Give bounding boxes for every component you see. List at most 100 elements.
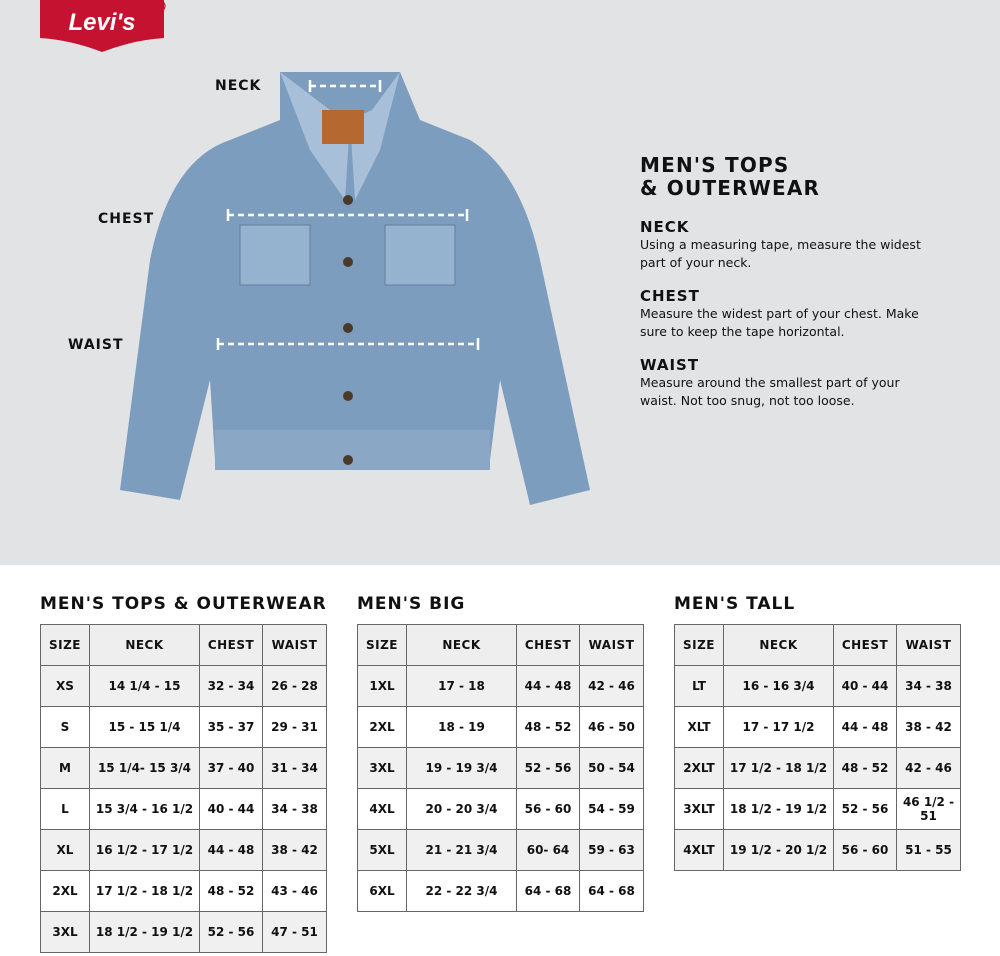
- column-header: CHEST: [516, 624, 580, 666]
- table-row: M 15 1/4- 15 3/4 37 - 40 31 - 34: [40, 747, 327, 789]
- table-cell: XS: [40, 665, 90, 707]
- table-cell: 34 - 38: [262, 788, 327, 830]
- table-cell: 46 - 50: [579, 706, 644, 748]
- table-cell: 38 - 42: [262, 829, 327, 871]
- table-big: MEN'S BIG SIZE NECK CHEST WAIST 1XL 17 - 18 44 …: [357, 594, 644, 912]
- table-cell: 2XLT: [674, 747, 724, 789]
- chest-label: CHEST: [98, 211, 155, 227]
- table-cell: 64 - 68: [579, 870, 644, 912]
- table-cell: 35 - 37: [199, 706, 263, 748]
- table-title: MEN'S BIG: [357, 594, 466, 614]
- table-row: 2XLT 17 1/2 - 18 1/2 48 - 52 42 - 46: [674, 747, 961, 789]
- table-row: 2XL 18 - 19 48 - 52 46 - 50: [357, 706, 644, 748]
- table-cell: 3XL: [357, 747, 407, 789]
- table-cell: 47 - 51: [262, 911, 327, 953]
- table-cell: 64 - 68: [516, 870, 580, 912]
- chest-heading: CHEST: [640, 287, 700, 305]
- table-cell: 40 - 44: [199, 788, 263, 830]
- table-cell: 20 - 20 3/4: [406, 788, 517, 830]
- table-cell: 60- 64: [516, 829, 580, 871]
- table-row: S 15 - 15 1/4 35 - 37 29 - 31: [40, 706, 327, 748]
- table-cell: XL: [40, 829, 90, 871]
- column-header: NECK: [89, 624, 200, 666]
- table-cell: 56 - 60: [516, 788, 580, 830]
- table-cell: 48 - 52: [833, 747, 897, 789]
- table-cell: 37 - 40: [199, 747, 263, 789]
- table-cell: 48 - 52: [516, 706, 580, 748]
- column-header: CHEST: [199, 624, 263, 666]
- neck-text: Using a measuring tape, measure the wide…: [640, 237, 921, 270]
- table-cell: 32 - 34: [199, 665, 263, 707]
- table-cell: 15 - 15 1/4: [89, 706, 200, 748]
- table-cell: 18 1/2 - 19 1/2: [89, 911, 200, 953]
- table-cell: 31 - 34: [262, 747, 327, 789]
- header-row: SIZE NECK CHEST WAIST: [674, 624, 961, 666]
- table-row: 4XL 20 - 20 3/4 56 - 60 54 - 59: [357, 788, 644, 830]
- table-cell: 46 1/2 - 51: [896, 788, 961, 830]
- table-cell: 54 - 59: [579, 788, 644, 830]
- size-table: SIZE NECK CHEST WAIST 1XL 17 - 18 44 - 48 42 - …: [357, 624, 644, 912]
- table-cell: 34 - 38: [896, 665, 961, 707]
- table-cell: 4XL: [357, 788, 407, 830]
- column-header: SIZE: [40, 624, 90, 666]
- table-cell: 44 - 48: [199, 829, 263, 871]
- table-cell: 6XL: [357, 870, 407, 912]
- table-row: 4XLT 19 1/2 - 20 1/2 56 - 60 51 - 55: [674, 829, 961, 871]
- chest-text: Measure the widest part of your chest. M…: [640, 306, 919, 339]
- table-cell: 52 - 56: [516, 747, 580, 789]
- table-cell: 16 1/2 - 17 1/2: [89, 829, 200, 871]
- table-cell: 17 - 18: [406, 665, 517, 707]
- table-cell: 16 - 16 3/4: [723, 665, 834, 707]
- table-title: MEN'S TALL: [674, 594, 796, 614]
- title-line-1: MEN'S TOPS: [640, 153, 790, 177]
- table-cell: 19 1/2 - 20 1/2: [723, 829, 834, 871]
- table-cell: 14 1/4 - 15: [89, 665, 200, 707]
- column-header: NECK: [723, 624, 834, 666]
- column-header: WAIST: [896, 624, 961, 666]
- neck-label: NECK: [215, 78, 262, 94]
- table-cell: 50 - 54: [579, 747, 644, 789]
- table-cell: 17 1/2 - 18 1/2: [89, 870, 200, 912]
- size-table: SIZE NECK CHEST WAIST LT 16 - 16 3/4 40 - 44 34…: [674, 624, 961, 871]
- table-cell: 26 - 28: [262, 665, 327, 707]
- column-header: SIZE: [357, 624, 407, 666]
- table-row: 3XLT 18 1/2 - 19 1/2 52 - 56 46 1/2 - 51: [674, 788, 961, 830]
- table-cell: 52 - 56: [199, 911, 263, 953]
- table-cell: 44 - 48: [833, 706, 897, 748]
- guide-title: MEN'S TOPS & OUTERWEAR: [640, 154, 940, 200]
- table-cell: 56 - 60: [833, 829, 897, 871]
- table-row: LT 16 - 16 3/4 40 - 44 34 - 38: [674, 665, 961, 707]
- table-cell: 43 - 46: [262, 870, 327, 912]
- table-cell: 52 - 56: [833, 788, 897, 830]
- waist-heading: WAIST: [640, 356, 700, 374]
- neck-heading: NECK: [640, 218, 690, 236]
- table-cell: 22 - 22 3/4: [406, 870, 517, 912]
- table-row: L 15 3/4 - 16 1/2 40 - 44 34 - 38: [40, 788, 327, 830]
- table-cell: 42 - 46: [896, 747, 961, 789]
- table-cell: 19 - 19 3/4: [406, 747, 517, 789]
- table-row: XLT 17 - 17 1/2 44 - 48 38 - 42: [674, 706, 961, 748]
- table-row: 5XL 21 - 21 3/4 60- 64 59 - 63: [357, 829, 644, 871]
- table-tall: MEN'S TALL SIZE NECK CHEST WAIST LT 16 - 16 3/…: [674, 594, 961, 871]
- table-cell: 59 - 63: [579, 829, 644, 871]
- table-cell: 40 - 44: [833, 665, 897, 707]
- table-cell: 21 - 21 3/4: [406, 829, 517, 871]
- column-header: WAIST: [262, 624, 327, 666]
- hero-section: Levi's NECK CHEST WAIST MEN'S TOPS & OUTE…: [0, 0, 1000, 565]
- table-tops: MEN'S TOPS & OUTERWEAR SIZE NECK CHEST WAIST…: [40, 594, 327, 953]
- table-row: 2XL 17 1/2 - 18 1/2 48 - 52 43 - 46: [40, 870, 327, 912]
- table-cell: LT: [674, 665, 724, 707]
- table-cell: 18 - 19: [406, 706, 517, 748]
- waist-label: WAIST: [68, 337, 124, 353]
- table-cell: 48 - 52: [199, 870, 263, 912]
- table-cell: 17 - 17 1/2: [723, 706, 834, 748]
- table-cell: 17 1/2 - 18 1/2: [723, 747, 834, 789]
- table-row: 3XL 18 1/2 - 19 1/2 52 - 56 47 - 51: [40, 911, 327, 953]
- denim-jacket-image: [120, 72, 590, 505]
- svg-text:Levi's: Levi's: [68, 9, 135, 36]
- table-cell: 5XL: [357, 829, 407, 871]
- column-header: SIZE: [674, 624, 724, 666]
- waist-text: Measure around the smallest part of your…: [640, 375, 900, 408]
- table-cell: 44 - 48: [516, 665, 580, 707]
- column-header: NECK: [406, 624, 517, 666]
